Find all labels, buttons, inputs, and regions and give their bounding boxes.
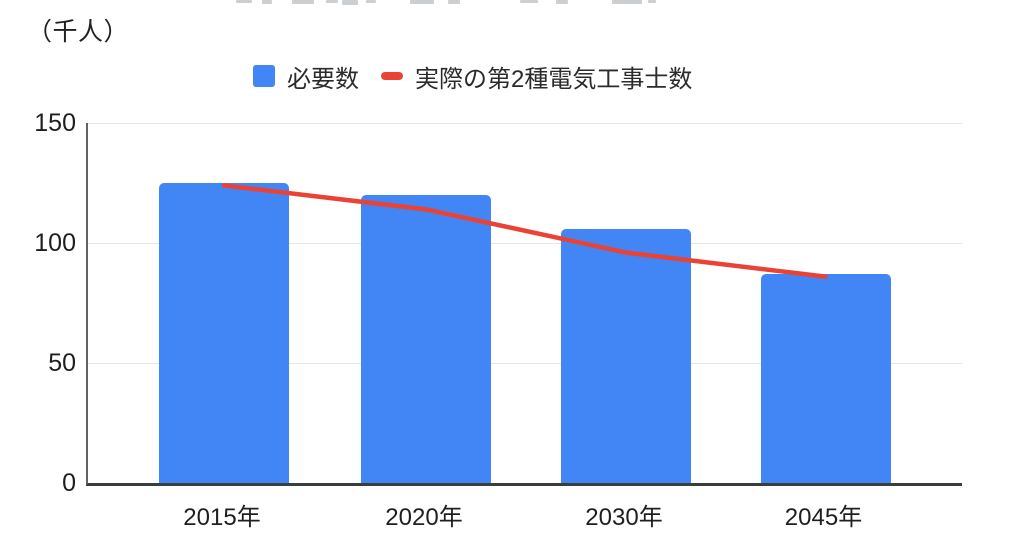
- legend-label-bar-series: 必要数: [287, 65, 359, 93]
- x-label-2015年: 2015年: [183, 504, 261, 531]
- line-series-path: [221, 183, 828, 279]
- bar-2015年: [159, 183, 289, 483]
- y-tick-label-150: 150: [34, 109, 76, 137]
- x-label-2045年: 2045年: [784, 504, 863, 531]
- bar-2020年: [361, 195, 491, 483]
- y-tick-label-0: 0: [62, 469, 76, 497]
- y-tick-label-100: 100: [34, 229, 76, 257]
- gridline-50: [88, 363, 962, 364]
- y-axis-unit-label: （千人）: [27, 18, 130, 46]
- bar-2030年: [561, 228, 691, 483]
- bar-2045年: [760, 274, 891, 483]
- legend: 必要数 実際の第2種電気工事士数: [253, 59, 692, 94]
- line-series-swatch-icon: [381, 72, 403, 80]
- legend-item-line-series: 実際の第2種電気工事士数: [381, 59, 692, 94]
- cropped-chart-title-fragments: [0, 0, 1024, 8]
- bar-series-swatch-icon: [253, 65, 275, 87]
- x-label-2030年: 2030年: [585, 504, 663, 531]
- gridline-150: [88, 123, 962, 124]
- x-label-2020年: 2020年: [385, 504, 463, 531]
- legend-item-bar-series: 必要数: [253, 59, 359, 94]
- legend-label-line-series: 実際の第2種電気工事士数: [415, 65, 693, 93]
- plot-area: [86, 123, 962, 486]
- y-tick-label-50: 50: [48, 349, 76, 377]
